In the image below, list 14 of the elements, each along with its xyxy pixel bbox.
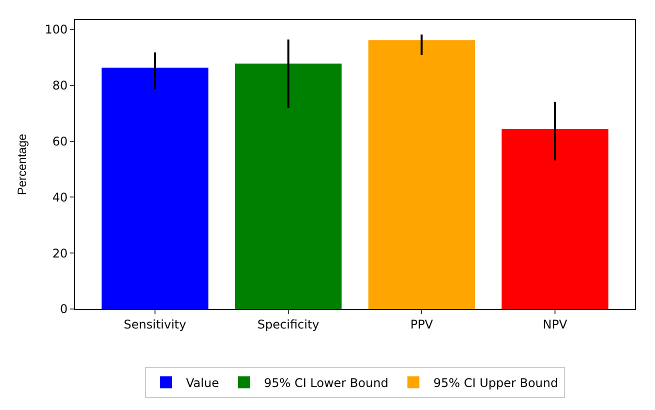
- x-tick-label: Sensitivity: [124, 317, 186, 332]
- y-tick-label: 80: [52, 78, 68, 93]
- legend-label: 95% CI Upper Bound: [433, 376, 558, 390]
- y-tick-label: 60: [52, 134, 68, 148]
- x-tick-label: PPV: [410, 317, 434, 332]
- y-axis-title: Percentage: [14, 133, 29, 196]
- legend-label: 95% CI Lower Bound: [264, 376, 388, 390]
- legend-label: Value: [186, 376, 219, 390]
- y-tick-label: 100: [44, 22, 68, 37]
- x-tick-label: NPV: [542, 317, 568, 332]
- x-tick-label: Specificity: [257, 317, 320, 332]
- y-tick-label: 40: [52, 190, 68, 204]
- y-tick-label: 0: [60, 302, 68, 316]
- y-tick-label: 20: [52, 246, 68, 260]
